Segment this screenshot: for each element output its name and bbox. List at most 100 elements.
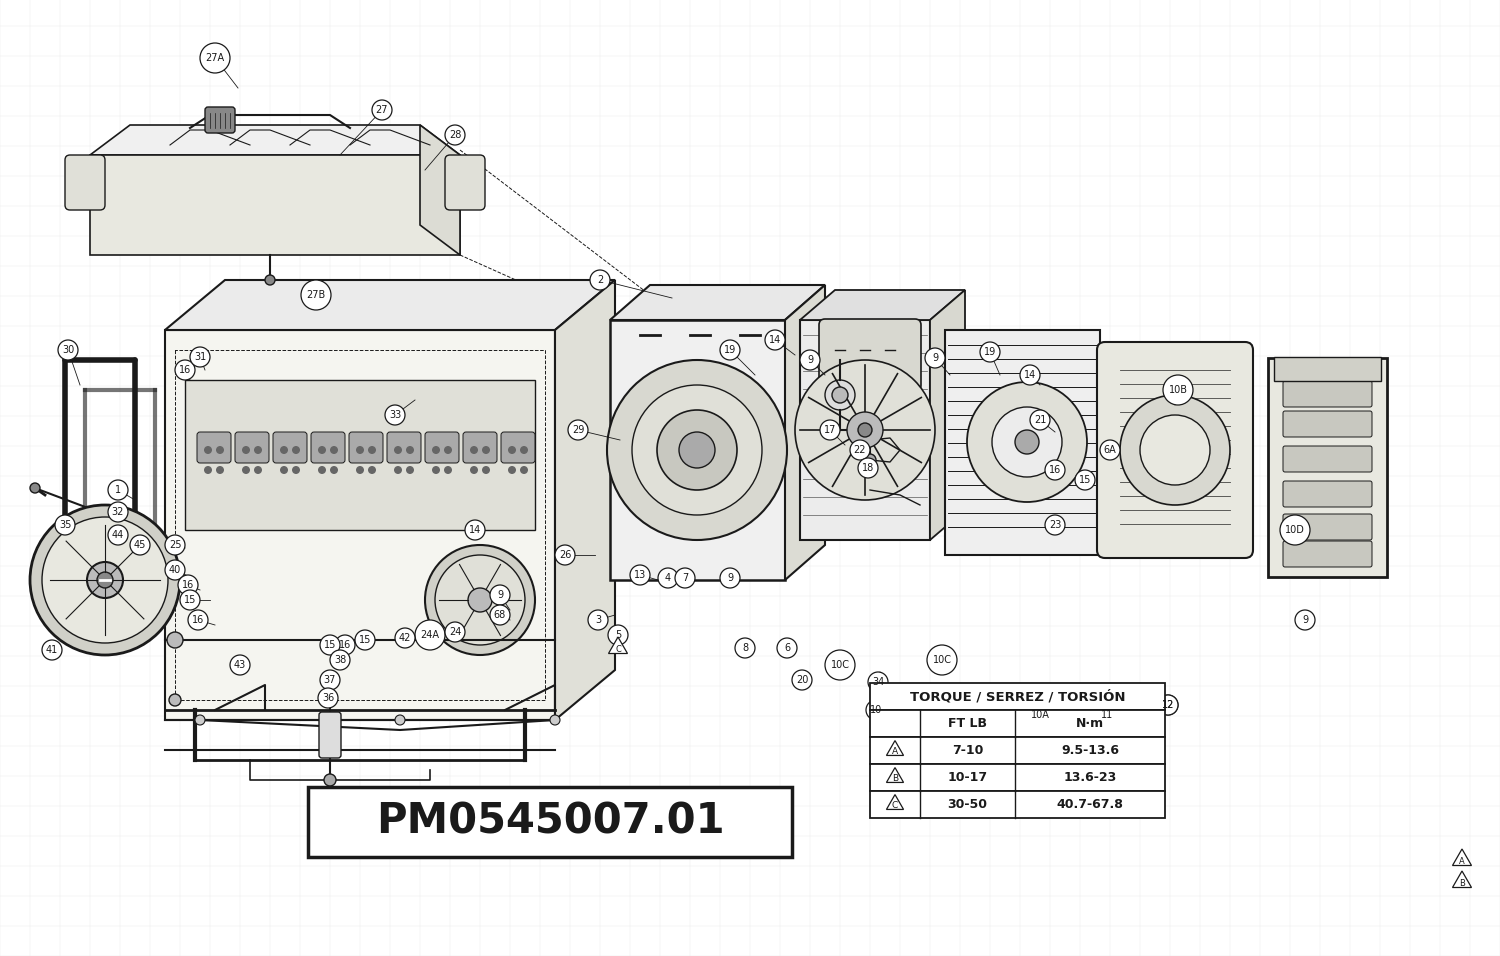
FancyBboxPatch shape <box>1282 411 1372 437</box>
Circle shape <box>608 625 628 645</box>
FancyBboxPatch shape <box>350 432 382 463</box>
FancyBboxPatch shape <box>819 319 921 391</box>
Circle shape <box>555 545 574 565</box>
Text: 21: 21 <box>1034 415 1046 425</box>
Circle shape <box>490 605 510 625</box>
Circle shape <box>858 458 877 478</box>
Text: 9: 9 <box>728 573 734 583</box>
Polygon shape <box>945 330 1100 555</box>
Circle shape <box>368 446 376 454</box>
Circle shape <box>850 440 870 460</box>
Circle shape <box>368 466 376 474</box>
Circle shape <box>927 645 957 675</box>
Circle shape <box>632 385 762 515</box>
Circle shape <box>188 610 209 630</box>
Text: 12: 12 <box>1162 700 1174 710</box>
Circle shape <box>1120 395 1230 505</box>
Text: 16: 16 <box>339 640 351 650</box>
Text: Copyright © 2016 - Jacks Small Engines: Copyright © 2016 - Jacks Small Engines <box>378 817 682 833</box>
Text: 41: 41 <box>46 645 58 655</box>
Circle shape <box>444 446 452 454</box>
Circle shape <box>446 125 465 145</box>
Circle shape <box>330 650 350 670</box>
Circle shape <box>318 466 326 474</box>
Circle shape <box>550 715 560 725</box>
Circle shape <box>792 670 812 690</box>
Text: C: C <box>892 801 898 810</box>
Circle shape <box>302 280 332 310</box>
Circle shape <box>470 466 478 474</box>
Text: 10B: 10B <box>1168 385 1188 395</box>
Circle shape <box>30 483 40 493</box>
Text: N·m: N·m <box>1076 717 1104 730</box>
Circle shape <box>1016 430 1040 454</box>
Circle shape <box>320 635 340 655</box>
Circle shape <box>406 446 414 454</box>
Text: 27A: 27A <box>206 53 225 63</box>
Circle shape <box>108 525 128 545</box>
Circle shape <box>334 635 356 655</box>
Circle shape <box>465 520 484 540</box>
Circle shape <box>658 568 678 588</box>
Text: 25: 25 <box>168 540 182 550</box>
Circle shape <box>1046 515 1065 535</box>
Circle shape <box>1158 695 1178 715</box>
Text: 4: 4 <box>664 573 670 583</box>
Circle shape <box>777 638 796 658</box>
Text: 19: 19 <box>724 345 736 355</box>
Text: 8: 8 <box>742 643 748 653</box>
Circle shape <box>242 446 250 454</box>
Circle shape <box>180 590 200 610</box>
Circle shape <box>735 638 754 658</box>
Circle shape <box>1020 365 1040 385</box>
Text: 28: 28 <box>448 130 460 140</box>
Circle shape <box>280 466 288 474</box>
FancyBboxPatch shape <box>446 155 485 210</box>
Circle shape <box>58 340 78 360</box>
Text: 18: 18 <box>862 463 874 473</box>
FancyBboxPatch shape <box>1268 358 1388 577</box>
Circle shape <box>386 405 405 425</box>
Text: 2: 2 <box>597 275 603 285</box>
Text: 15: 15 <box>1078 475 1090 485</box>
Circle shape <box>195 715 206 725</box>
Text: 35: 35 <box>58 520 70 530</box>
Text: 27B: 27B <box>306 290 326 300</box>
FancyBboxPatch shape <box>464 432 496 463</box>
Circle shape <box>394 446 402 454</box>
Text: A: A <box>892 747 898 756</box>
Circle shape <box>242 466 250 474</box>
Circle shape <box>446 622 465 642</box>
Circle shape <box>435 555 525 645</box>
FancyBboxPatch shape <box>64 155 105 210</box>
Circle shape <box>42 640 62 660</box>
Text: 68: 68 <box>494 610 506 620</box>
Text: 6: 6 <box>784 643 790 653</box>
Text: 29: 29 <box>572 425 584 435</box>
Text: PM0545007.01: PM0545007.01 <box>375 801 724 843</box>
Circle shape <box>675 568 694 588</box>
Text: 27: 27 <box>375 105 388 115</box>
Circle shape <box>608 360 788 540</box>
Circle shape <box>468 588 492 612</box>
Text: 7-10: 7-10 <box>952 744 982 757</box>
Polygon shape <box>610 320 785 580</box>
Circle shape <box>30 505 180 655</box>
FancyBboxPatch shape <box>387 432 422 463</box>
FancyBboxPatch shape <box>1282 446 1372 472</box>
Text: 15: 15 <box>324 640 336 650</box>
Circle shape <box>825 380 855 410</box>
Circle shape <box>1294 610 1316 630</box>
Circle shape <box>926 348 945 368</box>
Circle shape <box>318 446 326 454</box>
Text: 10A: 10A <box>1030 710 1050 720</box>
Circle shape <box>266 275 274 285</box>
Circle shape <box>968 382 1088 502</box>
Circle shape <box>98 572 112 588</box>
Circle shape <box>1046 460 1065 480</box>
Circle shape <box>720 340 740 360</box>
Circle shape <box>1030 410 1050 430</box>
Circle shape <box>292 446 300 454</box>
Circle shape <box>520 466 528 474</box>
Circle shape <box>394 715 405 725</box>
